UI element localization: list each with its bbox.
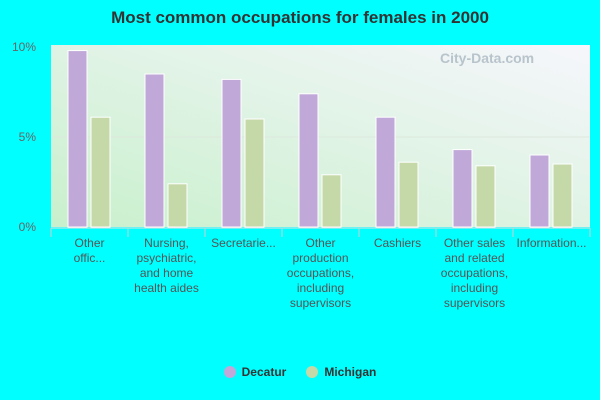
x-category-label: Secretarie... [211,236,276,250]
legend: Decatur Michigan [0,365,600,381]
x-category-label: Other production occupations, including supe… [287,236,354,310]
bar-decatur [144,73,165,228]
y-tick-label: 10% [12,40,36,54]
bar-decatur [67,50,88,228]
legend-label: Decatur [241,365,287,379]
bar-decatur [452,149,473,228]
legend-swatch [223,366,236,378]
x-category-label: Information... [516,236,586,250]
bar-michigan [321,174,342,228]
x-category-label: Cashiers [374,236,421,250]
y-tick-label: 0% [19,220,37,234]
bar-decatur [221,78,242,228]
bar-michigan [167,183,188,228]
legend-item-decatur: Decatur [223,365,287,379]
y-tick-label: 5% [19,130,37,144]
bar-michigan [475,165,496,228]
bar-michigan [244,118,265,228]
bar-decatur [529,154,550,228]
x-category-label: Other offic... [74,236,106,265]
chart-title: Most common occupations for females in 2… [111,8,489,27]
watermark: City-Data.com [440,50,535,66]
bar-decatur [298,93,319,228]
plot-area [51,45,590,227]
legend-swatch [306,366,319,378]
bar-michigan [552,163,573,228]
legend-label: Michigan [324,365,377,379]
bar-decatur [375,116,396,228]
bar-michigan [90,116,111,228]
x-category-label: Nursing, psychiatric, and home health aides [134,236,199,295]
bar-michigan [398,161,419,228]
legend-item-michigan: Michigan [306,365,376,379]
x-category-label: Other sales and related occupations, includ… [441,236,508,310]
